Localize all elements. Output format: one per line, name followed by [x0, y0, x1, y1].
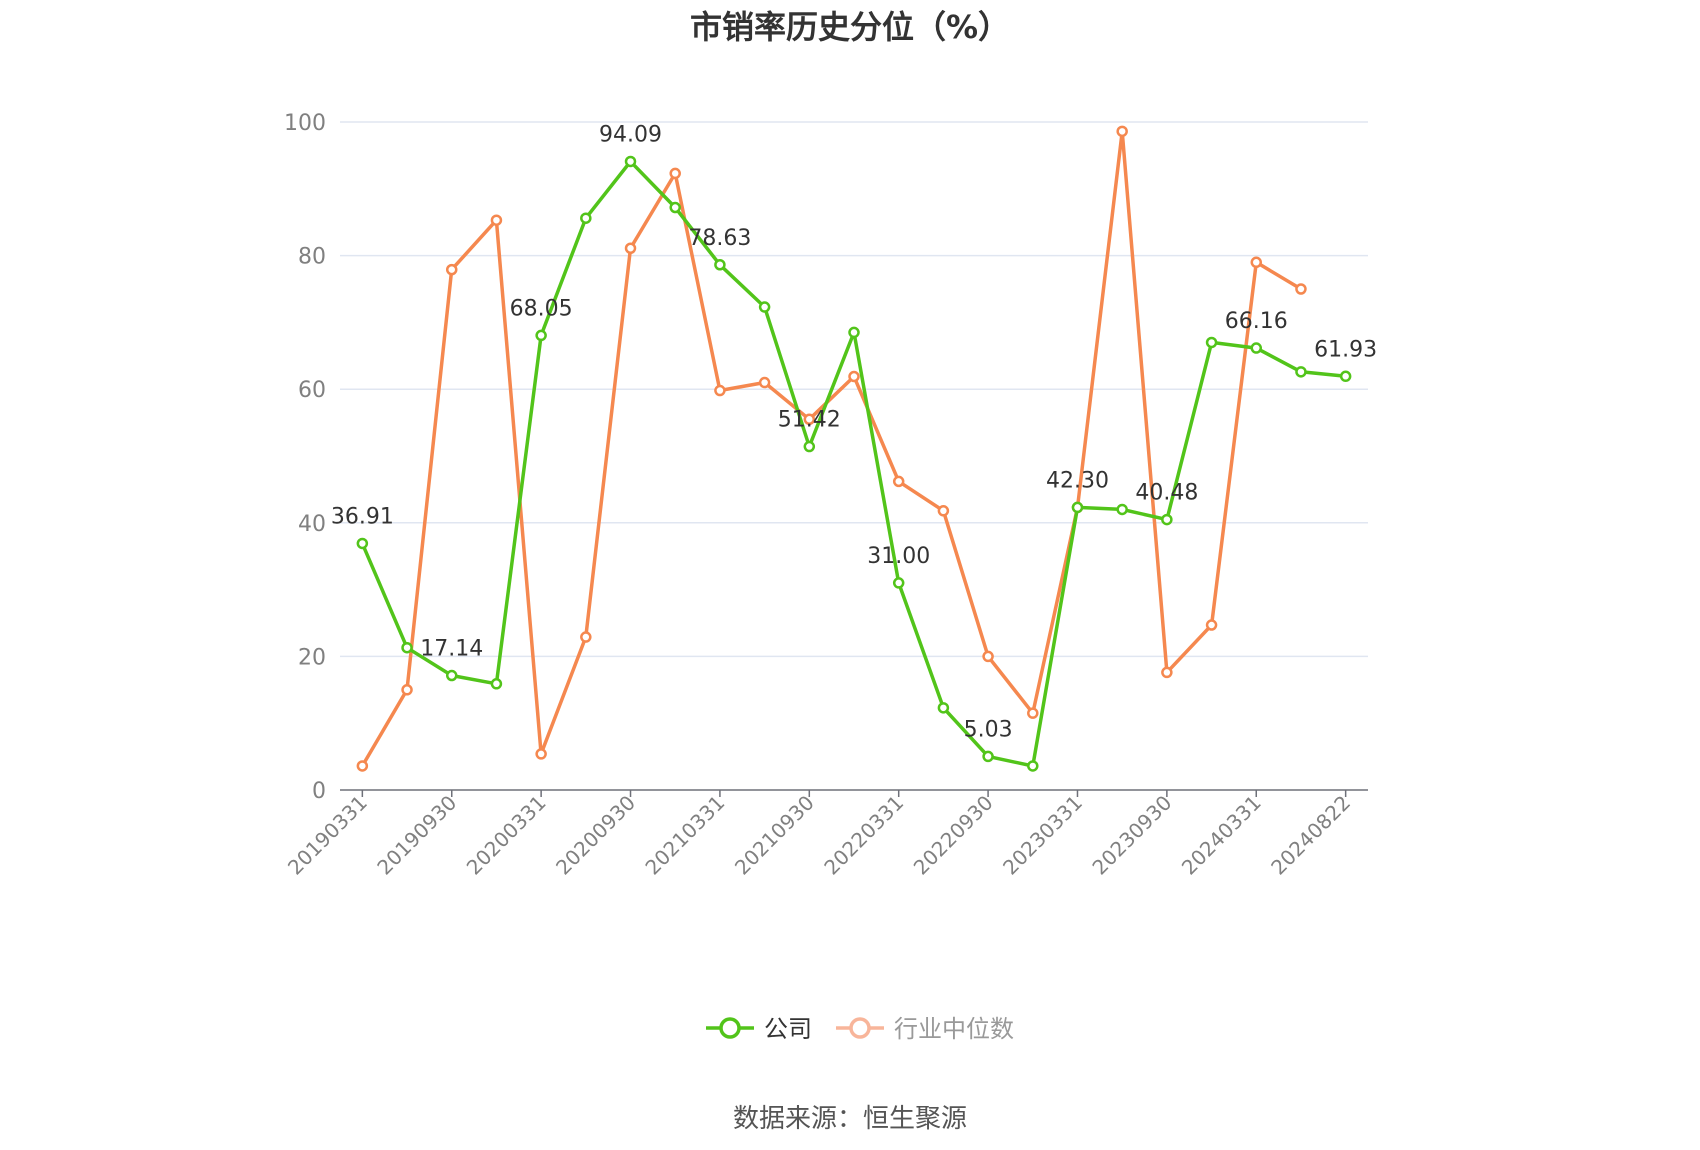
data-label: 51.42: [778, 408, 841, 433]
x-tick-label: 20210331: [640, 791, 729, 880]
x-tick-label: 20190930: [372, 791, 461, 880]
data-point: [758, 376, 771, 389]
data-point: [535, 329, 547, 342]
data-label: 17.14: [420, 637, 483, 662]
chart-title: 市销率历史分位（%）: [690, 8, 1010, 46]
data-point: [1161, 666, 1173, 679]
data-point: [490, 678, 503, 690]
y-tick-label: 100: [284, 111, 326, 136]
data-point: [714, 384, 726, 397]
y-tick-label: 20: [298, 645, 326, 670]
data-point: [1071, 501, 1084, 514]
y-axis: 0 20 40 60 80 100: [284, 111, 326, 804]
data-point: [1027, 707, 1039, 719]
data-point: [937, 505, 950, 517]
data-point: [1295, 366, 1307, 378]
series-group: [356, 125, 1352, 772]
x-tick-label: 20200930: [551, 791, 640, 880]
legend-marker: [849, 1017, 871, 1039]
x-tick-label: 20190331: [283, 791, 372, 880]
data-point: [1116, 503, 1128, 516]
data-point: [1250, 256, 1263, 269]
data-point: [356, 760, 369, 772]
x-tick-label: 20200331: [462, 791, 551, 880]
data-point: [803, 440, 816, 453]
data-point: [1116, 125, 1128, 138]
source-note: 数据来源：恒生聚源: [733, 1104, 967, 1134]
data-label: 66.16: [1225, 309, 1288, 334]
y-tick-label: 60: [298, 378, 326, 403]
data-point: [803, 413, 816, 426]
data-point: [580, 631, 592, 643]
data-point: [445, 263, 458, 276]
data-point: [982, 750, 994, 763]
data-point: [1161, 513, 1173, 526]
data-point: [1205, 619, 1218, 631]
data-point: [1027, 760, 1039, 772]
data-point: [1295, 283, 1307, 295]
data-point: [982, 650, 994, 663]
legend[interactable]: 公司 行业中位数: [706, 1015, 1014, 1043]
legend-label: 行业中位数: [894, 1015, 1014, 1043]
data-label: 78.63: [688, 226, 751, 251]
data-point: [356, 537, 369, 550]
data-point: [535, 748, 547, 760]
x-tick-label: 20240331: [1177, 791, 1266, 880]
legend-marker: [719, 1017, 741, 1039]
data-point: [848, 326, 860, 339]
legend-item-0[interactable]: 公司: [706, 1015, 812, 1043]
data-point: [401, 684, 413, 696]
data-point: [669, 201, 681, 214]
data-point: [1339, 370, 1352, 383]
data-label: 5.03: [964, 717, 1013, 742]
x-tick-label: 20230930: [1087, 791, 1176, 880]
y-tick-label: 0: [312, 779, 326, 804]
data-point: [758, 301, 771, 313]
data-label: 42.30: [1046, 468, 1109, 493]
data-point: [580, 212, 592, 224]
grid-lines: [340, 121, 1368, 658]
x-tick-label: 20220930: [909, 791, 998, 880]
data-point: [848, 370, 860, 383]
data-point: [624, 155, 637, 168]
data-label: 61.93: [1314, 337, 1377, 362]
x-tick-label: 20210930: [730, 791, 819, 880]
y-tick-label: 80: [298, 245, 326, 270]
data-label: 94.09: [599, 122, 662, 147]
data-label: 68.05: [510, 296, 573, 321]
data-point: [624, 242, 637, 255]
legend-item-1[interactable]: 行业中位数: [836, 1015, 1014, 1043]
data-point: [937, 702, 950, 714]
series-line-0: [360, 159, 1346, 768]
data-point: [445, 669, 458, 682]
data-point: [490, 214, 503, 226]
data-point: [714, 259, 726, 271]
data-point: [1250, 342, 1263, 354]
x-tick-label: 20220331: [819, 791, 908, 880]
legend-label: 公司: [764, 1015, 812, 1043]
data-point: [669, 167, 681, 180]
x-tick-label: 20240822: [1266, 791, 1355, 880]
series-line-1: [360, 129, 1302, 767]
data-point: [892, 475, 905, 488]
data-point: [892, 577, 905, 589]
data-label: 40.48: [1135, 481, 1198, 506]
data-label: 31.00: [867, 544, 930, 569]
data-point: [1205, 336, 1218, 349]
data-point: [401, 641, 413, 654]
y-tick-label: 40: [298, 512, 326, 537]
data-labels: 36.91 17.14 68.05 94.09 78.63 51.42 31.00 5.03 4…: [331, 122, 1377, 742]
x-tick-label: 20230331: [998, 791, 1087, 880]
data-label: 36.91: [331, 504, 394, 529]
x-axis: 20190331 20190930 20200331 20200930 20210331…: [283, 789, 1368, 880]
